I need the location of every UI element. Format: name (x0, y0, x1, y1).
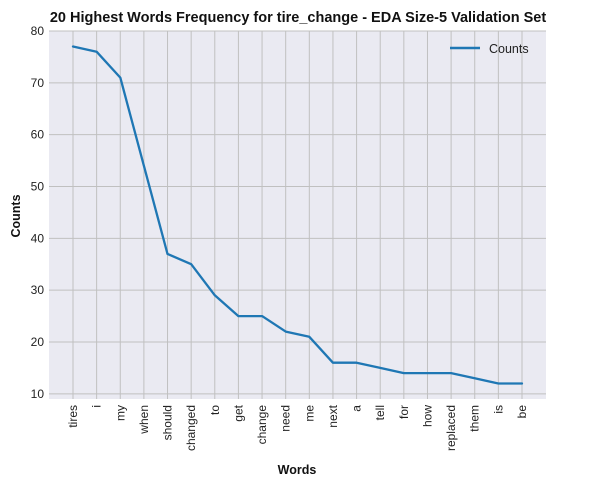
x-tick-label: tires (66, 405, 80, 428)
x-tick-label: to (208, 405, 222, 415)
x-tick-label: a (350, 405, 364, 412)
x-tick-label: be (515, 405, 529, 419)
legend-label: Counts (489, 42, 529, 56)
y-tick-label: 50 (31, 179, 45, 193)
y-axis-label: Counts (9, 194, 23, 237)
grid-lines (49, 30, 546, 399)
y-tick-label: 20 (31, 335, 45, 349)
x-tick-label: is (491, 405, 505, 414)
y-tick-label: 80 (31, 24, 45, 38)
y-axis-ticks: 10 20 30 40 50 60 70 80 (31, 24, 45, 401)
y-tick-label: 40 (31, 231, 45, 245)
x-tick-label: them (468, 405, 482, 432)
x-axis-label: Words (278, 463, 317, 477)
x-tick-label: tell (373, 405, 387, 420)
chart-title: 20 Highest Words Frequency for tire_chan… (50, 10, 547, 26)
x-tick-label: when (137, 405, 151, 435)
x-tick-label: get (231, 404, 245, 421)
y-tick-label: 10 (31, 387, 45, 401)
y-tick-label: 70 (31, 76, 45, 90)
y-tick-label: 30 (31, 283, 45, 297)
x-axis-ticks: tires i my when should changed to get change need… (66, 404, 529, 451)
x-tick-label: should (161, 405, 175, 440)
x-tick-label: my (113, 405, 127, 421)
series-group (71, 45, 524, 385)
y-tick-label: 60 (31, 128, 45, 142)
x-tick-label: for (397, 405, 411, 419)
x-tick-label: need (279, 405, 293, 432)
x-tick-label: changed (184, 405, 198, 451)
x-tick-label: me (302, 405, 316, 422)
plot-area (49, 31, 546, 399)
x-tick-label: how (420, 405, 434, 427)
legend: Counts (450, 42, 529, 56)
series-line (71, 45, 524, 385)
x-tick-label: i (90, 405, 104, 408)
x-tick-label: next (326, 404, 340, 427)
x-tick-label: replaced (444, 405, 458, 451)
x-tick-label: change (255, 405, 269, 445)
